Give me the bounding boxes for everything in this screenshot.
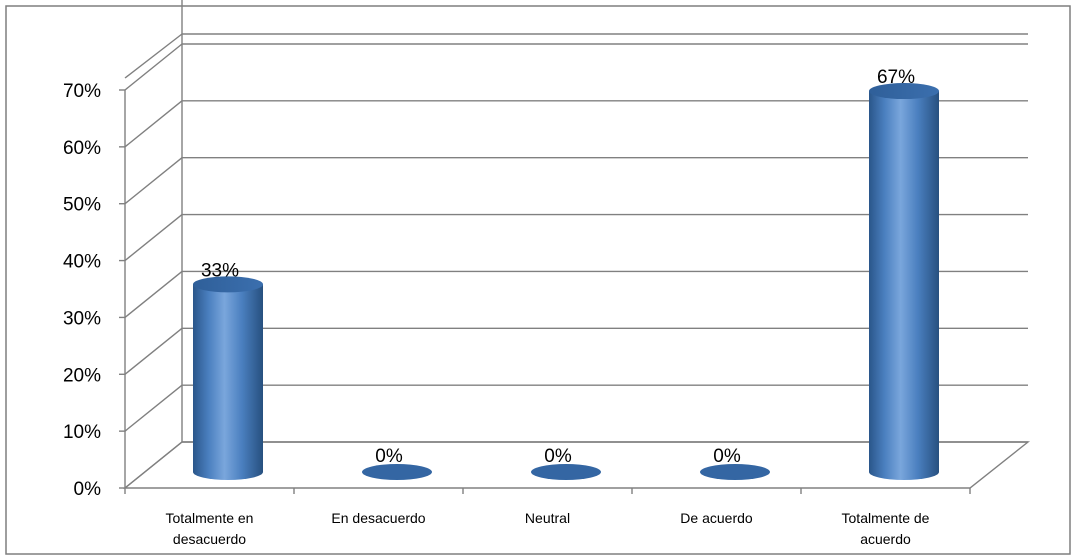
bar-1 [362,464,432,480]
x-category-label: En desacuerdo [331,510,425,526]
y-tick-label: 0% [74,479,102,500]
bar-3 [700,464,770,480]
data-label: 67% [877,67,915,88]
data-label: 0% [713,446,741,467]
gridline-side [124,43,183,91]
y-tick-label: 60% [63,138,101,159]
bar-disc [700,464,770,480]
bar-4 [869,83,939,481]
gridline-side [124,157,183,205]
bar-body [193,284,263,480]
bar-disc [531,464,601,480]
gridline-side [124,384,183,432]
chart-floor [123,441,1031,489]
gridline-side [124,100,183,148]
data-label: 0% [375,446,403,467]
y-tick-label: 30% [63,308,101,329]
bar-body [869,91,939,481]
gridline-side [124,33,183,79]
data-label: 0% [544,446,572,467]
gridline-side [124,327,183,375]
x-category-label: Totalmente de [842,510,930,526]
x-category-label: desacuerdo [173,531,246,547]
x-category-label: Totalmente en [166,510,254,526]
y-tick-label: 50% [63,195,101,216]
y-tick-label: 40% [63,252,101,273]
bar-disc [362,464,432,480]
data-label: 33% [201,260,239,281]
gridline-side [124,270,183,318]
bar-2 [531,464,601,480]
y-tick-label: 70% [63,81,101,102]
x-category-label: Neutral [525,510,570,526]
gridline-side [124,214,183,262]
x-category-label: De acuerdo [680,510,753,526]
bar-0 [193,276,263,480]
y-tick-label: 10% [63,422,101,443]
y-tick-label: 20% [63,365,101,386]
x-category-label: acuerdo [860,531,911,547]
bar-top [193,276,263,293]
chart-border [5,5,1071,555]
bar-top [869,83,939,100]
